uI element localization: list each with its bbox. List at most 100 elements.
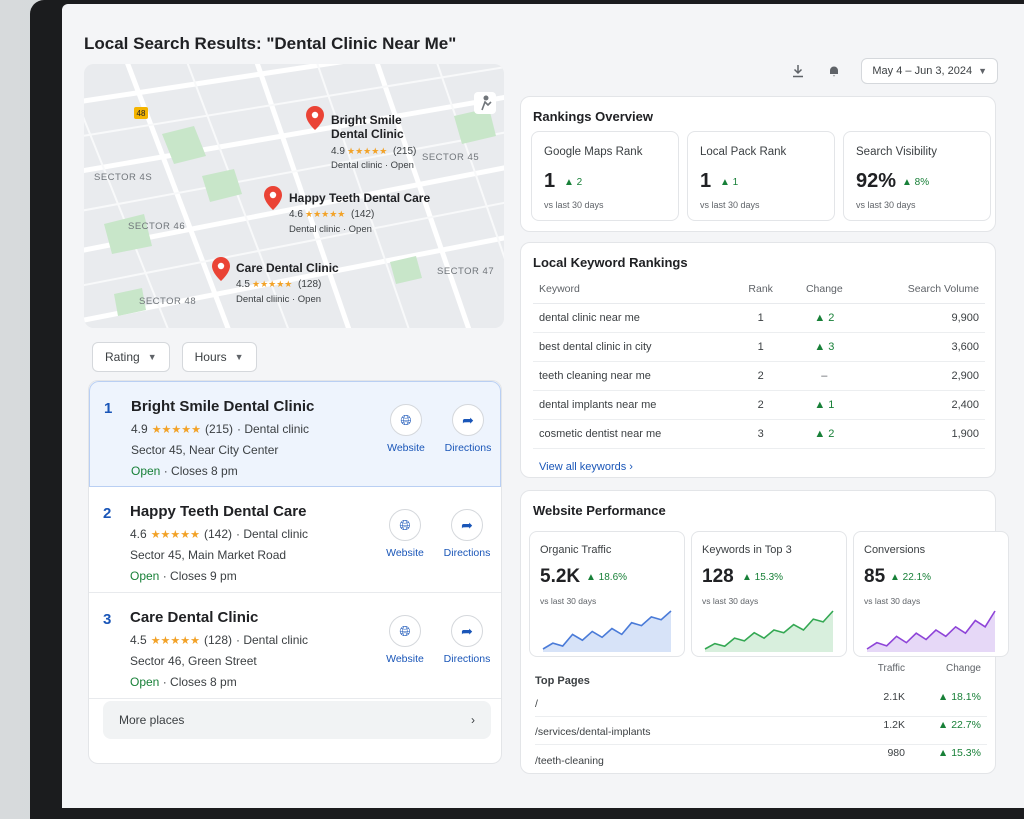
directions-icon: ➦ [451,509,483,541]
rank-box-value: 92% [856,170,897,192]
directions-button[interactable]: ➦ Directions [438,404,498,454]
map-pin-2[interactable] [264,186,282,210]
table-row[interactable]: teeth cleaning near me 2 – 2,900 [533,361,985,391]
result-hours: Open · Closes 8 pm [130,675,237,689]
chevron-right-icon: › [629,461,633,473]
page-traffic: 980 [887,747,905,759]
directions-label: Directions [444,442,492,454]
page-path[interactable]: / [535,698,538,710]
more-places-button[interactable]: More places › [103,701,491,739]
rank-cell: 1 [733,332,788,362]
result-rating: 4.6 ★★★★★ (142) · Dental clinic [130,527,308,541]
rank-box-label: Google Maps Rank [544,146,643,158]
map-sector-label: SECTOR 48 [139,296,196,307]
page-change: ▲ 22.7% [937,719,981,731]
sparkline-line [542,610,672,650]
road-badge-label: 48 [137,109,146,118]
rank-cell: 2 [733,361,788,391]
website-button[interactable]: 🌐︎ Website [375,509,435,559]
result-name[interactable]: Happy Teeth Dental Care [130,503,307,520]
closing-time: · Closes 8 pm [162,675,237,689]
map-pin-2-stars: ★★★★★ [305,209,345,219]
result-item[interactable]: 2 Happy Teeth Dental Care 4.6 ★★★★★ (142… [89,487,501,593]
column-header-change: Change [945,663,981,674]
change-cell: ▲ 3 [787,332,861,362]
rank-cell: 3 [733,419,788,449]
perf-box-label: Conversions [864,544,926,556]
result-item[interactable]: 3 Care Dental Clinic 4.5 ★★★★★ (128) · D… [89,593,501,699]
column-header-volume[interactable]: Search Volume [860,283,985,304]
rank-box-label: Local Pack Rank [700,146,787,158]
result-hours: Open · Closes 9 pm [130,569,237,583]
perf-box-label: Organic Traffic [540,544,612,556]
website-button[interactable]: 🌐︎ Website [375,615,435,665]
keyword-cell: dental clinic near me [533,303,734,333]
map-pin-3-meta: Dental cliinic · Open [236,294,321,305]
keyword-rankings-card: Local Keyword Rankings Keyword Rank Chan… [520,242,996,478]
result-name[interactable]: Bright Smile Dental Clinic [131,398,315,415]
street-view-icon[interactable] [474,92,496,114]
open-status: Open [130,675,160,689]
table-row[interactable]: cosmetic dentist near me 3 ▲ 2 1,900 [533,419,985,449]
column-header-change[interactable]: Change [787,283,861,304]
keyword-cell: cosmetic dentist near me [533,419,734,449]
map-pin-3[interactable] [212,257,230,281]
change-cell: ▲ 2 [787,419,861,449]
directions-button[interactable]: ➦ Directions [437,615,497,665]
map-canvas: 48 SECTOR 45 SECTOR 4S SECTOR 47 SECTOR … [84,64,504,328]
result-number: 3 [103,611,112,628]
map-pin-1-stars: ★★★★★ [347,146,387,156]
map-view[interactable]: 48 SECTOR 45 SECTOR 4S SECTOR 47 SECTOR … [84,64,504,328]
organic-traffic-sparkline [542,610,672,652]
perf-box-value: 5.2K [540,566,581,587]
sparkline-area [867,611,995,652]
result-category: · Dental clinic [237,422,310,436]
table-row[interactable]: dental clinic near me 1 ▲ 2 9,900 [533,303,985,333]
keyword-table: Keyword Rank Change Search Volume dental… [533,283,985,449]
table-row[interactable]: / 2.1K ▲ 18.1% [535,689,987,717]
result-item[interactable]: 1 Bright Smile Dental Clinic 4.9 ★★★★★ (… [89,381,501,487]
view-all-keywords-link[interactable]: View all keywords › [539,461,633,473]
hours-filter[interactable]: Hours ▼ [181,342,257,372]
website-button[interactable]: 🌐︎ Website [376,404,436,454]
table-row[interactable]: best dental clinic in city 1 ▲ 3 3,600 [533,332,985,362]
result-category: · Dental clinic [236,633,309,647]
directions-button[interactable]: ➦ Directions [437,509,497,559]
keyword-rankings-title: Local Keyword Rankings [533,255,688,270]
map-pin-2-name: Happy Teeth Dental Care [289,191,430,205]
directions-icon: ➦ [452,404,484,436]
column-header-keyword[interactable]: Keyword [533,283,734,304]
table-row[interactable]: /teeth-cleaning 980 ▲ 15.3% [535,745,987,773]
hours-filter-label: Hours [194,350,227,364]
column-header-traffic: Traffic [877,663,905,674]
rating-value: 4.5 [130,633,147,647]
date-range-picker[interactable]: May 4 – Jun 3, 2024 ▼ [861,58,998,84]
download-icon[interactable] [789,62,807,80]
sparkline-line [704,610,834,650]
sparkline-area [705,611,833,652]
rating-filter[interactable]: Rating ▼ [92,342,170,372]
map-pin-1-name: Bright Smile [331,113,402,127]
page-path[interactable]: /teeth-cleaning [535,755,604,767]
globe-icon: 🌐︎ [389,615,421,647]
conversions-sparkline [866,610,996,652]
chevron-down-icon: ▼ [147,352,157,362]
page-path[interactable]: /services/dental-implants [535,726,651,738]
sparkline-line [866,610,996,650]
map-pin-3-reviews: (128) [298,279,321,290]
change-cell: ▲ 1 [787,390,861,420]
result-name[interactable]: Care Dental Clinic [130,609,259,626]
table-row[interactable]: /services/dental-implants 1.2K ▲ 22.7% [535,717,987,745]
map-sector-label: SECTOR 46 [128,221,185,232]
result-hours: Open · Closes 8 pm [131,464,238,478]
column-header-rank[interactable]: Rank [733,283,788,304]
google-maps-rank-box: Google Maps Rank 1 ▲ 2 vs last 30 days [531,131,679,221]
bell-icon[interactable] [825,62,843,80]
organic-traffic-box: Organic Traffic 5.2K ▲ 18.6% vs last 30 … [529,531,685,657]
table-row[interactable]: dental implants near me 2 ▲ 1 2,400 [533,390,985,420]
result-address: Sector 45, Near City Center [131,443,279,457]
results-list: 1 Bright Smile Dental Clinic 4.9 ★★★★★ (… [88,380,502,764]
map-pin-1[interactable] [306,106,324,130]
volume-cell: 2,900 [860,361,985,391]
page-traffic: 2.1K [883,691,905,703]
